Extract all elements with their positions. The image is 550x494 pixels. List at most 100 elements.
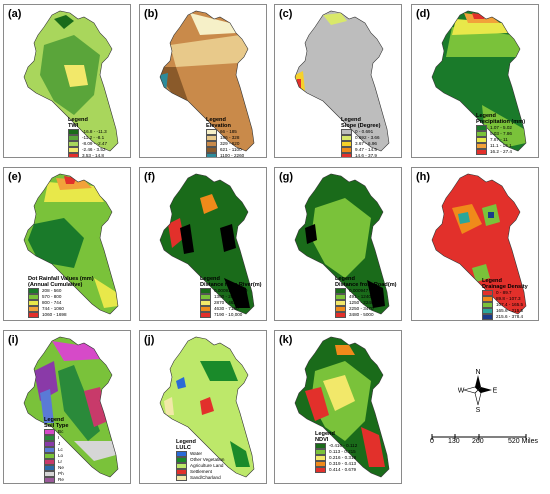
legend-swatch — [176, 451, 187, 457]
legend-swatch — [315, 455, 326, 461]
legend-title: Distance from River(m) — [200, 282, 262, 288]
legend-title: Slope (Degree) — [341, 123, 381, 129]
panel-label: (i) — [8, 334, 19, 346]
map-zone — [94, 278, 118, 308]
map-zone — [52, 341, 100, 361]
legend-label: 7190 - 10,000 — [214, 312, 243, 318]
panel-label: (j) — [144, 334, 155, 346]
legend-label: 2870 - 4620 — [214, 300, 239, 306]
panel-label: (g) — [279, 171, 294, 183]
province-outline — [23, 10, 119, 152]
legend-entry: 107.4 - 165.5 — [482, 302, 528, 308]
map-legend: Legend Precipitation (mm) 1.07 - 5.02 5.03 … — [476, 113, 525, 155]
legend-entry: 165.6 - 215.5 — [482, 308, 528, 314]
legend-label: 744 - 1060 — [42, 306, 64, 312]
legend-entry: 329 - 620 — [206, 141, 244, 147]
map-zone — [323, 13, 347, 25]
legend-label: 0.113 - 0.215 — [329, 449, 356, 455]
legend-label: J — [58, 441, 61, 447]
province-outline — [159, 10, 255, 152]
legend-label: -0.416 - 0.112 — [329, 443, 358, 449]
province-outline — [294, 173, 390, 315]
legend-label: -16.8 - -11.3 — [82, 129, 107, 135]
legend-entry: 2870 - 4620 — [200, 300, 262, 306]
map-legend: Legend Distance from River(m) 0.000918 - 1… — [200, 276, 262, 318]
legend-entry: 0 - 0.691 — [341, 129, 380, 135]
map-zone — [74, 441, 116, 461]
legend-swatch — [315, 443, 326, 449]
legend-swatch — [341, 153, 352, 157]
legend-entry: Settlement — [176, 469, 224, 475]
legend-swatch — [335, 300, 346, 306]
legend-label: 0.216 - 0.318 — [329, 455, 357, 461]
legend-title: Drainage Density — [482, 284, 528, 290]
legend-swatch — [200, 288, 211, 294]
panel-label: (h) — [416, 171, 431, 183]
legend-title: (Annual Cumulative) — [28, 282, 83, 288]
map-legend: Legend Elevation 66 - 185 186 - 328 329 - 62… — [206, 117, 244, 157]
legend-label: 9.47 - 14.5 — [355, 147, 377, 153]
legend-swatch — [68, 135, 79, 141]
legend-swatch — [482, 314, 493, 320]
legend-entry: Lo — [44, 453, 68, 459]
map-zone — [305, 387, 329, 421]
map-zone — [230, 441, 250, 467]
legend-entry: Lc — [44, 447, 68, 453]
legend-entry: 0.319 - 0.413 — [315, 461, 357, 467]
map-zone — [190, 13, 236, 35]
map-legend: Legend Slope (Degree) 0 - 0.691 0.692 - 3.6… — [341, 117, 381, 158]
compass-e: E — [493, 388, 498, 395]
legend-entry: 66 - 185 — [206, 129, 244, 135]
legend-entry: 9.47 - 14.5 — [341, 147, 380, 153]
legend-label: 1.07 - 5.02 — [490, 125, 512, 131]
map-zone — [200, 194, 218, 214]
legend-entry: Re — [44, 477, 68, 483]
map-legend: Legend Drainage Density 0 - 89.7 89.8 - 107… — [482, 278, 528, 320]
map-zone — [164, 397, 174, 415]
legend-swatch — [44, 471, 55, 477]
legend-title: Dot Rainfall Values (mm) — [28, 276, 94, 282]
province-outline — [23, 336, 119, 478]
legend-entry: -0.416 - 0.112 — [315, 443, 357, 449]
province-map — [159, 173, 255, 315]
legend-label: Ne — [58, 465, 64, 471]
legend-entry: -16.8 - -11.3 — [68, 129, 107, 135]
legend-label: Lc — [58, 447, 63, 453]
province-outline — [294, 10, 390, 152]
legend-label: 0.319 - 0.413 — [329, 461, 357, 467]
legend-swatch — [44, 459, 55, 465]
map-zone — [160, 174, 254, 314]
map-legend: Legend Distance from Road(m) 0.000947 - 49… — [335, 276, 397, 318]
legend-swatch — [200, 294, 211, 300]
legend-label: Lo — [58, 453, 64, 459]
legend-label: 14.6 - 37.9 — [355, 153, 377, 158]
compass-w: W — [458, 388, 465, 395]
legend-swatch — [44, 435, 55, 441]
legend-swatch — [476, 125, 487, 131]
legend-entry: 491 - 1240 — [335, 294, 397, 300]
legend-label: 66 - 185 — [220, 129, 237, 135]
legend-swatch — [44, 477, 55, 483]
legend-swatch — [476, 137, 487, 143]
map-zone — [170, 35, 248, 67]
legend-swatch — [200, 306, 211, 312]
legend-swatch — [341, 147, 352, 153]
legend-entry: Ph — [44, 471, 68, 477]
panel-label: (d) — [416, 8, 431, 20]
legend-entry: -8.09 - -2.47 — [68, 141, 107, 147]
panel-label: (a) — [8, 8, 22, 20]
legend-swatch — [206, 147, 217, 153]
legend-swatch — [206, 129, 217, 135]
map-zone — [224, 278, 250, 308]
legend-swatch — [476, 149, 487, 155]
province-outline — [431, 173, 527, 315]
legend-label: -2.46 - 3.52 — [82, 147, 106, 153]
legend-label: 3480 - 5000 — [349, 312, 374, 318]
legend-label: -8.09 - -2.47 — [82, 141, 108, 147]
legend-swatch — [335, 312, 346, 318]
legend-swatch — [341, 135, 352, 141]
compass-s: S — [476, 407, 481, 413]
legend-swatch — [68, 147, 79, 153]
province-map — [159, 10, 255, 152]
